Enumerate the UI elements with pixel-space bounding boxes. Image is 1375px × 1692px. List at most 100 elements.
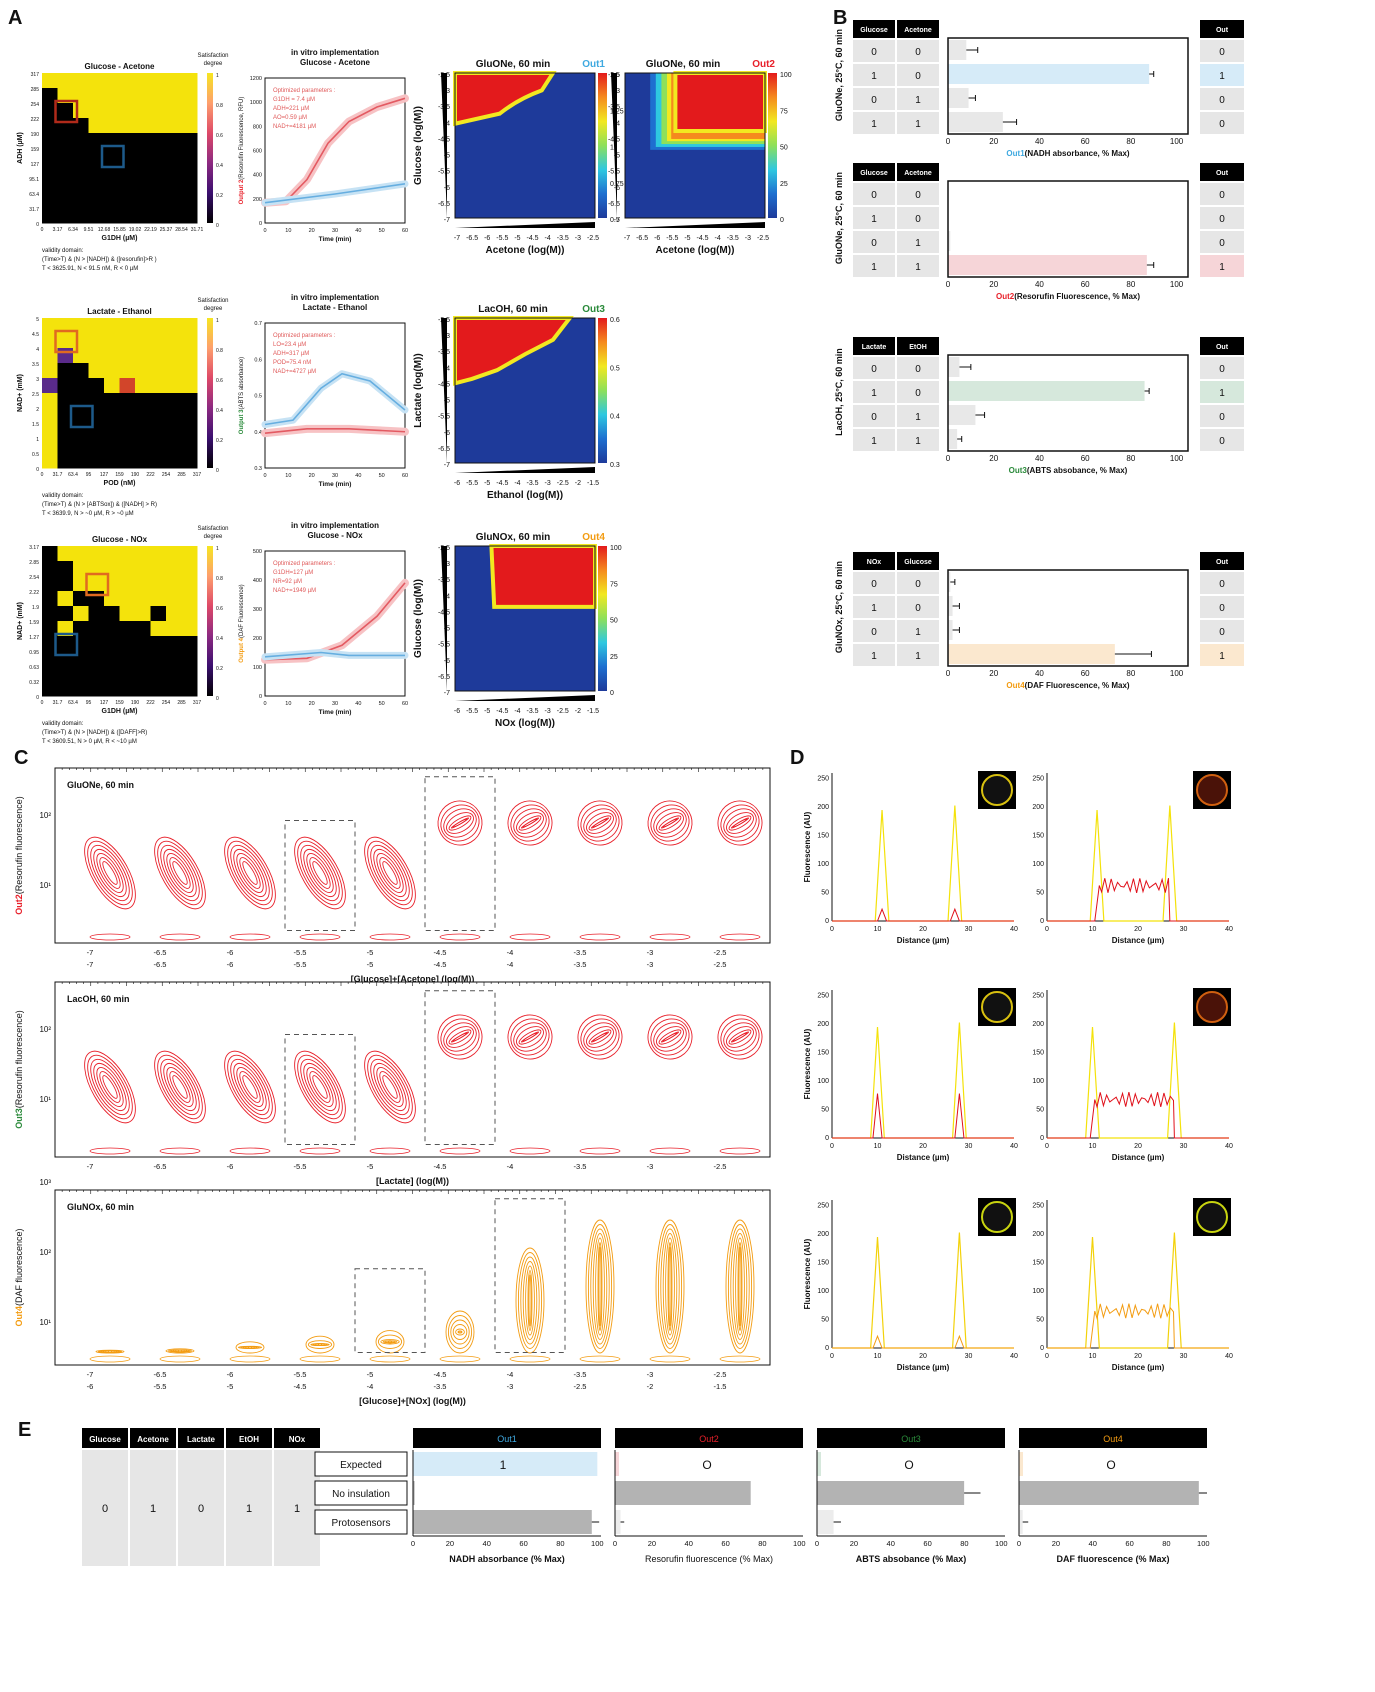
out-cell-text: 0 — [1219, 47, 1225, 58]
heatmap-marker — [54, 329, 79, 354]
heatmap-cell — [119, 193, 136, 209]
heatmap-cell — [57, 636, 74, 652]
bar-frame — [947, 180, 1189, 278]
heatmap-cell — [135, 636, 151, 652]
heatmap-cell — [150, 423, 167, 439]
flow-xtick-secondary: -2 — [647, 1382, 654, 1391]
heatmap-cell — [181, 148, 198, 164]
contour-xtick: -3.5 — [557, 235, 569, 242]
heatmap-xtick: 28.54 — [175, 227, 188, 233]
out-cell — [1200, 40, 1244, 62]
line-ytick: 0.5 — [254, 394, 262, 400]
heatmap-cell — [42, 73, 58, 89]
line-ytick: 200 — [253, 636, 262, 642]
bar-xtick: 60 — [721, 1539, 729, 1548]
validity-text: validity domain: — [42, 248, 84, 254]
heatmap-cell — [88, 438, 105, 454]
heatmap-cell — [104, 576, 120, 592]
profile-xtick: 20 — [919, 1143, 927, 1150]
heatmap-cell — [88, 408, 105, 424]
truth-cell — [853, 112, 895, 134]
out-cell — [1200, 572, 1244, 594]
heatmap-cell — [104, 363, 120, 379]
heatmap-ytick: 0.5 — [32, 452, 39, 458]
heatmap-cell — [166, 636, 182, 652]
flow-contour — [735, 1237, 745, 1336]
input-header-cell — [178, 1428, 224, 1448]
flow-contour — [527, 1270, 533, 1331]
contour-colorbar-tick: 0 — [610, 690, 614, 697]
panel-letter-b: B — [833, 7, 847, 29]
line-ytick: 1000 — [250, 100, 262, 106]
flow-contour — [450, 1319, 470, 1345]
flow-contour — [528, 1274, 532, 1327]
flow-contour — [592, 818, 608, 828]
heatmap-cell — [135, 651, 151, 667]
colorbar-tick: 0.4 — [216, 636, 223, 642]
line-ytick: 0.3 — [254, 466, 262, 472]
heatmap-xtick: 159 — [115, 472, 124, 478]
flow-xtick: -5.5 — [294, 1162, 307, 1171]
flow-xlabel: [Lactate] (log(M)) — [376, 1176, 449, 1186]
flow-xtick: -3.5 — [574, 948, 587, 957]
heatmap-cell — [166, 163, 182, 179]
heatmap-cell — [135, 453, 151, 469]
contour-red-region — [489, 544, 597, 609]
input-header-text: NOx — [289, 1435, 306, 1444]
flow-frame — [54, 981, 771, 1158]
heatmap-cell — [135, 193, 151, 209]
heatmap-cell — [150, 133, 167, 149]
line-subtitle: Glucose - Acetone — [300, 58, 370, 67]
contour-frame — [454, 545, 596, 692]
flow-plot-2: LacOH, 60 min Out3(Resorufin fluorescence… — [14, 981, 771, 1186]
flow-ylabel: Out2(Resorufin fluorescence) — [14, 796, 24, 915]
contour-ytick: -7 — [444, 462, 450, 469]
flow-contour — [437, 800, 483, 846]
flow-contour — [163, 1062, 197, 1112]
flow-contour — [725, 1219, 755, 1354]
heatmap-cell — [88, 103, 105, 119]
heatmap-xtick: 25.37 — [160, 227, 173, 233]
flow-contour — [516, 1026, 544, 1048]
flow-ytick: 10¹ — [39, 1318, 51, 1327]
flow-base-contour — [509, 1147, 551, 1155]
heatmap-cell — [104, 591, 120, 607]
heatmap-cell — [42, 666, 58, 682]
profile-xtick: 0 — [1045, 1143, 1049, 1150]
heatmap-cell — [88, 118, 105, 134]
flow-xtick-secondary: -4 — [367, 1382, 374, 1391]
flow-contour — [96, 853, 124, 893]
truth-cell — [897, 596, 939, 618]
profile-xtick: 10 — [1089, 926, 1097, 933]
line-frame — [264, 322, 406, 469]
contour-xtick: -6.5 — [466, 235, 478, 242]
flow-contour — [592, 1233, 608, 1340]
truth-cell — [897, 620, 939, 642]
flow-contour — [303, 848, 337, 898]
heatmap-ytick: 1.5 — [32, 422, 39, 428]
heatmap-title: Glucose - Acetone — [85, 62, 155, 71]
flow-contour — [668, 1246, 672, 1327]
heatmap-cell — [150, 148, 167, 164]
profile-xtick: 20 — [1134, 1143, 1142, 1150]
flow-contour — [726, 812, 754, 834]
input-header-text: EtOH — [239, 1435, 259, 1444]
heatmap-cell — [104, 148, 120, 164]
heatmap-ytick: 254 — [31, 102, 40, 108]
heatmap-cell — [135, 438, 151, 454]
out-cell — [1200, 429, 1244, 451]
contour-ylabel: Lactate (log(M)) — [413, 353, 424, 427]
validity-text: validity domain: — [42, 493, 84, 499]
line-xtick: 60 — [402, 228, 408, 234]
panel-a-row-1: Glucose - Acetone 317 285 254 222 190 159 127 95… — [17, 48, 792, 272]
heatmap-cell — [181, 636, 198, 652]
profile-ytick: 250 — [1032, 1203, 1044, 1210]
profile-ytick: 0 — [1040, 1345, 1044, 1352]
flow-contour — [592, 1032, 608, 1042]
contour-colorbar — [598, 546, 607, 691]
line-xtick: 10 — [285, 473, 291, 479]
out-cell — [1200, 596, 1244, 618]
contour-xtick: -3.5 — [527, 708, 539, 715]
heatmap-cell — [166, 178, 182, 194]
